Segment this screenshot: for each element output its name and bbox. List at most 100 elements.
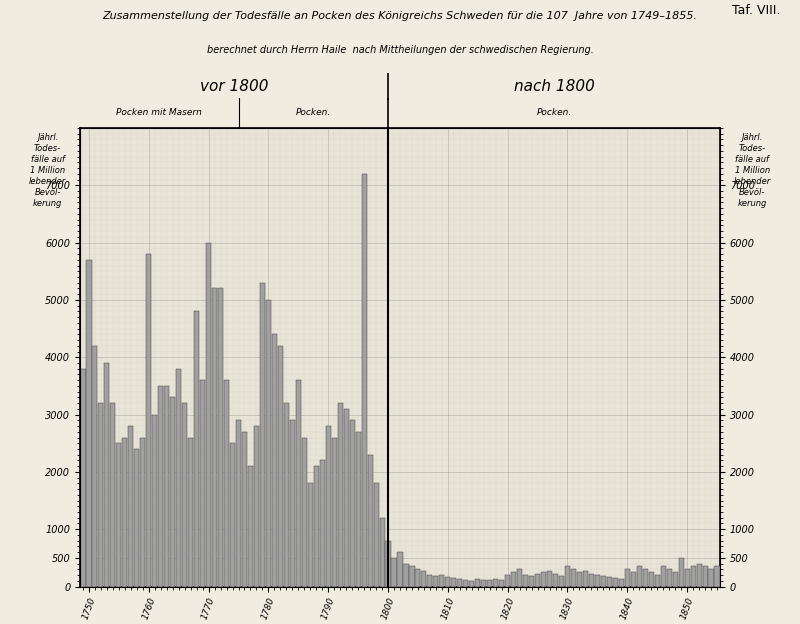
Bar bbox=[326, 426, 330, 587]
Bar bbox=[296, 380, 301, 587]
Bar bbox=[618, 579, 624, 587]
Bar bbox=[535, 574, 540, 587]
Bar bbox=[601, 576, 606, 587]
Bar bbox=[630, 572, 636, 587]
Bar bbox=[308, 484, 313, 587]
Bar bbox=[332, 437, 337, 587]
Bar bbox=[266, 300, 271, 587]
Bar bbox=[206, 243, 211, 587]
Bar bbox=[164, 386, 170, 587]
Bar bbox=[625, 569, 630, 587]
Bar bbox=[116, 443, 122, 587]
Bar bbox=[350, 421, 354, 587]
Bar bbox=[493, 579, 498, 587]
Bar bbox=[362, 174, 366, 587]
Text: Pocken.: Pocken. bbox=[296, 109, 331, 117]
Bar bbox=[637, 567, 642, 587]
Bar bbox=[284, 403, 289, 587]
Bar bbox=[218, 288, 223, 587]
Bar bbox=[134, 449, 139, 587]
Bar bbox=[93, 346, 98, 587]
Bar bbox=[110, 403, 115, 587]
Bar bbox=[374, 484, 378, 587]
Text: Jährl.
Todes-
fälle auf
1 Million
lebender
Bevöl-
kerung: Jährl. Todes- fälle auf 1 Million lebend… bbox=[29, 132, 66, 208]
Bar bbox=[529, 576, 534, 587]
Bar bbox=[451, 578, 456, 587]
Bar bbox=[475, 578, 480, 587]
Bar bbox=[212, 288, 217, 587]
Bar bbox=[678, 558, 684, 587]
Bar bbox=[314, 466, 319, 587]
Bar bbox=[122, 437, 127, 587]
Bar bbox=[661, 567, 666, 587]
Bar bbox=[98, 403, 103, 587]
Bar bbox=[642, 569, 648, 587]
Bar bbox=[176, 369, 182, 587]
Text: Pocken.: Pocken. bbox=[536, 109, 572, 117]
Bar bbox=[188, 437, 193, 587]
Bar bbox=[523, 575, 528, 587]
Bar bbox=[654, 575, 660, 587]
Bar bbox=[320, 461, 325, 587]
Text: Jährl.
Todes-
fälle auf
1 Million
lebender
Bevöl-
kerung: Jährl. Todes- fälle auf 1 Million lebend… bbox=[734, 132, 771, 208]
Bar bbox=[541, 572, 546, 587]
Bar bbox=[547, 570, 552, 587]
Bar bbox=[685, 569, 690, 587]
Bar bbox=[398, 552, 402, 587]
Bar bbox=[200, 380, 205, 587]
Bar bbox=[81, 369, 86, 587]
Bar bbox=[86, 260, 91, 587]
Bar bbox=[272, 334, 277, 587]
Bar bbox=[439, 575, 445, 587]
Bar bbox=[666, 569, 672, 587]
Bar bbox=[415, 569, 421, 587]
Bar bbox=[355, 432, 361, 587]
Bar bbox=[702, 567, 707, 587]
Bar bbox=[714, 567, 719, 587]
Bar bbox=[446, 577, 450, 587]
Bar bbox=[391, 558, 397, 587]
Bar bbox=[248, 466, 253, 587]
Bar bbox=[182, 403, 187, 587]
Bar bbox=[458, 579, 462, 587]
Bar bbox=[152, 414, 158, 587]
Bar bbox=[278, 346, 283, 587]
Bar bbox=[367, 455, 373, 587]
Text: Zusammenstellung der Todesfälle an Pocken des Königreichs Schweden für die 107  : Zusammenstellung der Todesfälle an Pocke… bbox=[102, 11, 698, 21]
Text: berechnet durch Herrn Haile  nach Mittheilungen der schwedischen Regierung.: berechnet durch Herrn Haile nach Mitthei… bbox=[206, 45, 594, 55]
Bar bbox=[481, 580, 486, 587]
Bar bbox=[386, 540, 390, 587]
Bar bbox=[230, 443, 235, 587]
Bar bbox=[499, 580, 504, 587]
Bar bbox=[194, 311, 199, 587]
Bar bbox=[410, 567, 414, 587]
Bar bbox=[434, 576, 438, 587]
Bar bbox=[589, 574, 594, 587]
Bar bbox=[583, 570, 588, 587]
Bar bbox=[553, 574, 558, 587]
Bar bbox=[302, 437, 307, 587]
Bar bbox=[242, 432, 247, 587]
Bar bbox=[571, 569, 576, 587]
Bar bbox=[290, 421, 295, 587]
Text: Taf. VIII.: Taf. VIII. bbox=[732, 4, 780, 17]
Text: vor 1800: vor 1800 bbox=[200, 79, 268, 94]
Bar bbox=[470, 581, 474, 587]
Bar bbox=[104, 363, 110, 587]
Bar bbox=[170, 397, 175, 587]
Bar bbox=[254, 426, 259, 587]
Bar bbox=[422, 570, 426, 587]
Text: Pocken mit Masern: Pocken mit Masern bbox=[116, 109, 202, 117]
Bar bbox=[403, 563, 409, 587]
Bar bbox=[673, 572, 678, 587]
Bar bbox=[690, 567, 696, 587]
Bar bbox=[505, 575, 510, 587]
Bar bbox=[236, 421, 241, 587]
Text: nach 1800: nach 1800 bbox=[514, 79, 594, 94]
Bar bbox=[565, 567, 570, 587]
Bar bbox=[463, 580, 468, 587]
Bar bbox=[344, 409, 349, 587]
Bar bbox=[595, 575, 600, 587]
Bar bbox=[146, 254, 151, 587]
Bar bbox=[649, 572, 654, 587]
